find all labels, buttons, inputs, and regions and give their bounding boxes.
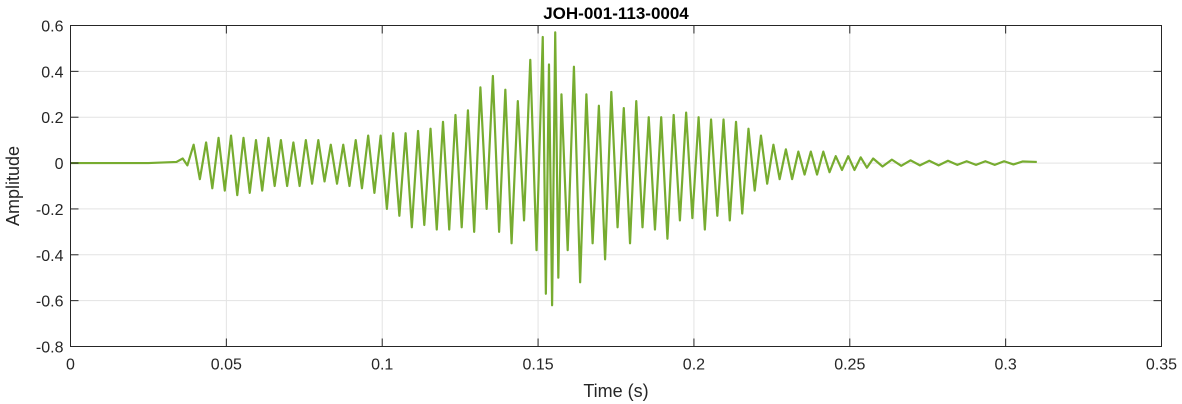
axis-ticks: 0 0.05 0.1 0.15 0.2 0.25 0.3 0.35 -0.8 -0.6 -0.4 -0… <box>36 19 1177 374</box>
plot-frame <box>70 25 1162 347</box>
chart-title: JOH-001-113-0004 <box>543 4 689 23</box>
series-trace <box>70 31 1037 307</box>
x-tick-label: 0 <box>66 357 75 374</box>
x-tick-label: 0.25 <box>834 357 865 374</box>
y-tick-label: -0.8 <box>36 340 64 357</box>
y-tick-label: -0.2 <box>36 202 64 219</box>
y-tick-label: 0.6 <box>41 19 63 36</box>
x-tick-label: 0.15 <box>523 357 554 374</box>
x-tick-label: 0.35 <box>1146 357 1177 374</box>
x-tick-label: 0.3 <box>995 357 1017 374</box>
x-tick-label: 0.05 <box>211 357 242 374</box>
x-tick-label: 0.1 <box>371 357 393 374</box>
x-axis-label: Time (s) <box>583 381 648 401</box>
y-axis-label: Amplitude <box>3 146 23 226</box>
y-tick-label: -0.4 <box>36 248 64 265</box>
y-tick-label: 0.4 <box>41 64 63 81</box>
x-tick-label: 0.2 <box>683 357 705 374</box>
y-tick-label: 0.2 <box>41 110 63 127</box>
series-line <box>70 31 1037 307</box>
y-tick-label: 0 <box>55 156 64 173</box>
y-tick-label: -0.6 <box>36 294 64 311</box>
